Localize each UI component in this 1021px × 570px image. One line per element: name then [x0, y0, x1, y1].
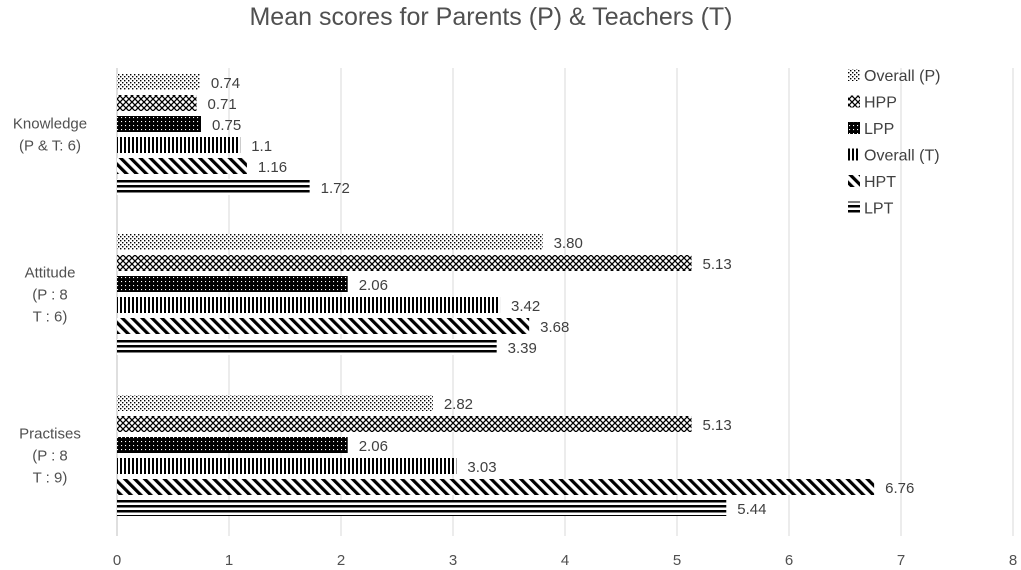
bar-horizontal — [117, 339, 497, 355]
x-tick-label: 2 — [337, 552, 345, 569]
bar-diagonal — [117, 318, 530, 334]
bar-horizontal — [117, 179, 310, 195]
x-tick-label: 6 — [785, 552, 793, 569]
legend-swatch-vertical — [848, 148, 860, 161]
bar-solid-dots — [117, 276, 348, 292]
data-label: 0.71 — [208, 96, 237, 113]
x-axis-ticks: 0 1 2 3 4 5 6 7 8 — [113, 552, 1017, 569]
legend-label: LPP — [864, 121, 894, 138]
x-tick-label: 0 — [113, 552, 121, 569]
legend-label: HPP — [864, 95, 897, 112]
data-label: 3.03 — [467, 459, 496, 476]
data-label: 3.39 — [508, 340, 537, 357]
data-label: 1.16 — [258, 159, 287, 176]
x-tick-label: 1 — [225, 552, 233, 569]
category-labels: Knowledge (P & T: 6) Attitude (P : 8 T : 6) P… — [13, 116, 87, 487]
x-tick-label: 4 — [561, 552, 569, 569]
bars — [117, 74, 875, 516]
data-label: 0.75 — [212, 117, 241, 134]
category-label-line: Attitude — [25, 265, 76, 282]
x-tick-label: 8 — [1009, 552, 1017, 569]
data-label: 3.68 — [540, 319, 569, 336]
bar-solid-dots — [117, 437, 348, 453]
bar-diagonal — [117, 479, 875, 495]
legend-label: LPT — [864, 201, 894, 218]
category-label-line: Knowledge — [13, 116, 87, 133]
bar-solid-dots — [117, 116, 201, 132]
category-label-line: T : 6) — [33, 309, 68, 326]
legend-swatch-diagonal — [848, 175, 860, 187]
x-tick-label: 7 — [897, 552, 905, 569]
chart-title: Mean scores for Parents (P) & Teachers (… — [249, 3, 732, 31]
data-label: 1.72 — [321, 180, 350, 197]
data-label: 5.13 — [703, 417, 732, 434]
data-label: 0.74 — [211, 75, 240, 92]
legend-label: Overall (T) — [864, 148, 940, 165]
bar-diagonal — [117, 158, 247, 174]
data-label: 2.82 — [444, 396, 473, 413]
legend-label: HPT — [864, 174, 896, 191]
data-label: 5.13 — [703, 256, 732, 273]
data-label: 3.42 — [511, 298, 540, 315]
bar-crosshatch — [117, 95, 197, 111]
category-label-line: (P & T: 6) — [19, 138, 81, 155]
bar-crosshatch — [117, 416, 692, 432]
bar-dots — [117, 74, 200, 90]
legend-swatch-crosshatch — [848, 95, 860, 108]
bar-vertical — [117, 137, 241, 153]
data-labels: 0.740.710.751.11.161.723.805.132.063.423… — [208, 75, 915, 518]
legend-swatch-dots — [848, 69, 860, 81]
bar-dots — [117, 234, 543, 250]
category-label-line: T : 9) — [33, 470, 68, 487]
x-tick-label: 3 — [449, 552, 457, 569]
bar-vertical — [117, 297, 501, 313]
category-label: Attitude (P : 8 T : 6) — [25, 265, 76, 326]
bar-crosshatch — [117, 255, 692, 271]
category-label-line: (P : 8 — [32, 448, 68, 465]
data-label: 2.06 — [359, 277, 388, 294]
category-label-line: (P : 8 — [32, 287, 68, 304]
data-label: 1.1 — [251, 138, 272, 155]
category-label-line: Practises — [19, 426, 81, 443]
category-label: Practises (P : 8 T : 9) — [19, 426, 81, 487]
bar-horizontal — [117, 500, 727, 516]
bar-dots — [117, 395, 433, 411]
legend-label: Overall (P) — [864, 68, 940, 85]
x-tick-label: 5 — [673, 552, 681, 569]
legend-swatch-solid-dots — [848, 122, 860, 134]
data-label: 6.76 — [885, 480, 914, 497]
data-label: 5.44 — [737, 501, 766, 518]
bar-vertical — [117, 458, 457, 474]
data-label: 2.06 — [359, 438, 388, 455]
legend-swatch-horizontal — [848, 201, 860, 214]
legend: Overall (P) HPP LPP Overall (T) HPT LPT — [848, 68, 940, 218]
data-label: 3.80 — [554, 235, 583, 252]
category-label: Knowledge (P & T: 6) — [13, 116, 87, 155]
